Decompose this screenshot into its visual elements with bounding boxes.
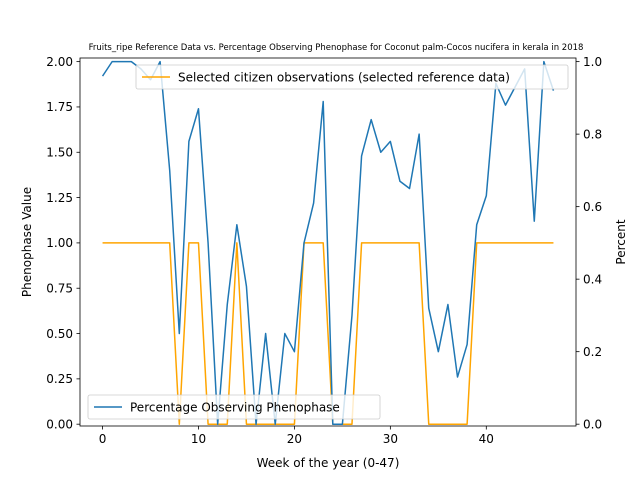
y-left-tick-label: 1.50 (46, 146, 73, 160)
x-tick-label: 20 (287, 432, 302, 446)
y-left-tick-label: 1.25 (46, 191, 73, 205)
y-left-tick-label: 1.75 (46, 100, 73, 114)
y-right-tick-label: 0.0 (583, 417, 602, 431)
x-tick-label: 40 (479, 432, 494, 446)
legend-box (87, 394, 381, 420)
y-left-tick-label: 1.00 (46, 236, 73, 250)
legend-box (135, 64, 569, 90)
y-left-tick-label: 0.75 (46, 282, 73, 296)
y-right-tick-label: 1.0 (583, 55, 602, 69)
legend-top-right: Selected citizen observations (selected … (135, 64, 569, 90)
y-right-tick-label: 0.6 (583, 200, 602, 214)
axes-frame (79, 57, 577, 427)
axes: 0 10 20 30 40 0.00 0.25 0.50 0.75 1.00 1.25 1.50 1.7… (46, 55, 602, 446)
legend-bottom-left: Percentage Observing Phenophase (87, 394, 381, 420)
x-tick-label: 0 (99, 432, 107, 446)
chart-title: Fruits_ripe Reference Data vs. Percentag… (89, 43, 584, 53)
y-left-tick-label: 2.00 (46, 55, 73, 69)
plot-area (101, 60, 555, 425)
x-tick-label: 30 (383, 432, 398, 446)
y-right-tick-label: 0.4 (583, 272, 602, 286)
y-left-tick-label: 0.00 (46, 417, 73, 431)
x-tick-label: 10 (191, 432, 206, 446)
y-axis-label-right: Percent (614, 219, 628, 264)
y-right-tick-label: 0.8 (583, 127, 602, 141)
y-left-tick-label: 0.25 (46, 372, 73, 386)
y-axis-label-left: Phenophase Value (20, 187, 34, 297)
y-left-tick-label: 0.50 (46, 327, 73, 341)
series-line-percentage-observing (101, 60, 555, 425)
legend-label: Percentage Observing Phenophase (130, 400, 340, 414)
series-line-citizen-observations (102, 242, 554, 425)
x-axis-label: Week of the year (0-47) (257, 456, 400, 470)
legend-label: Selected citizen observations (selected … (178, 70, 510, 84)
y-right-tick-label: 0.2 (583, 345, 602, 359)
